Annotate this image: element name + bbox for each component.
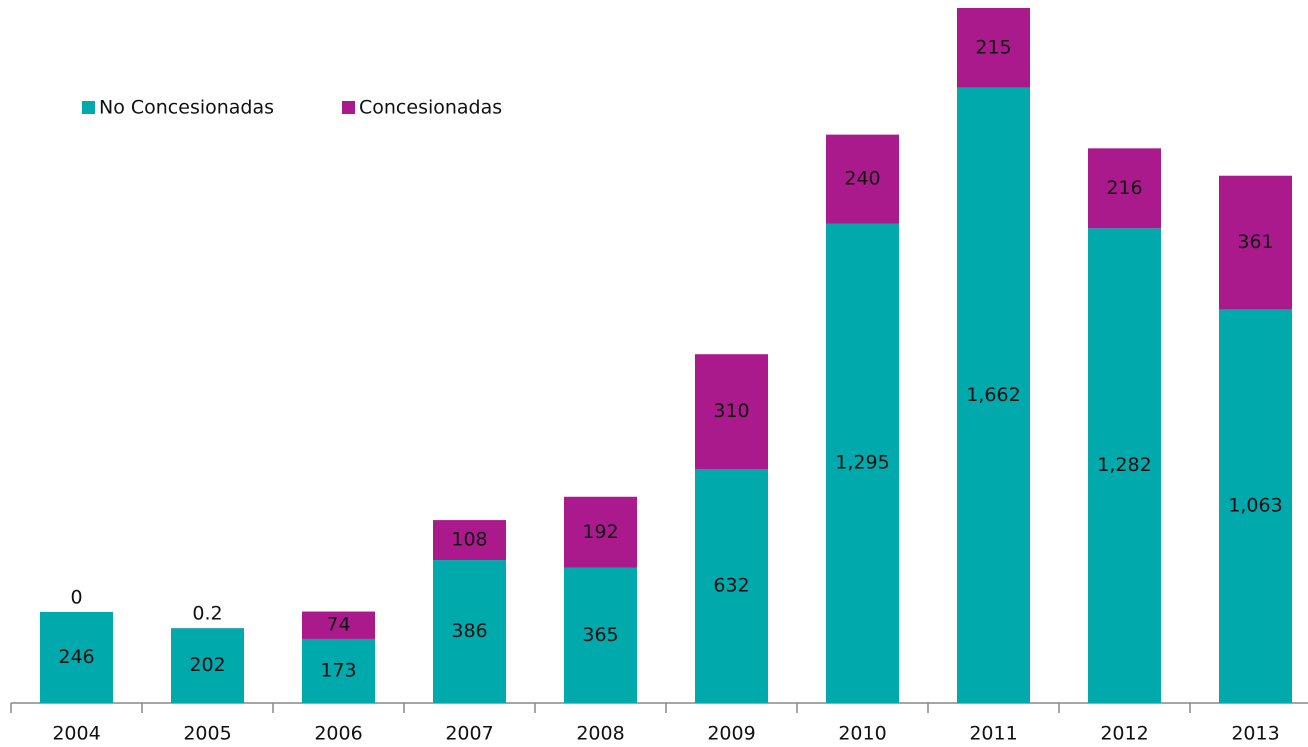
bar-segment — [957, 8, 1030, 88]
legend-label: Concesionadas — [359, 97, 502, 119]
x-tick-label: 2011 — [969, 723, 1017, 745]
data-label: 1,063 — [1228, 495, 1282, 517]
data-label: 108 — [451, 529, 487, 551]
data-label: 202 — [189, 654, 225, 676]
x-tick-label: 2004 — [52, 723, 100, 745]
bar-segment — [302, 611, 375, 639]
data-label: 74 — [326, 614, 350, 636]
x-tick-label: 2009 — [707, 723, 755, 745]
legend-label: No Concesionadas — [99, 97, 274, 119]
legend-swatch — [342, 101, 355, 114]
data-label: 246 — [58, 646, 94, 668]
data-label: 632 — [713, 574, 749, 596]
data-label: 173 — [320, 659, 356, 681]
bar-segment — [564, 496, 637, 568]
data-label: 215 — [975, 36, 1011, 58]
x-tick-label: 2013 — [1231, 723, 1279, 745]
bar-segment — [695, 354, 768, 469]
data-label: 1,662 — [966, 384, 1020, 406]
data-label: 310 — [713, 400, 749, 422]
bar-segment — [957, 87, 1030, 704]
bar-segment — [40, 611, 113, 703]
data-label: 216 — [1106, 177, 1142, 199]
bar-segment — [1219, 175, 1292, 310]
legend-swatch — [82, 101, 95, 114]
data-label: 1,295 — [835, 452, 889, 474]
x-tick-label: 2012 — [1100, 723, 1148, 745]
bar-segment — [171, 628, 244, 703]
x-tick-label: 2010 — [838, 723, 886, 745]
bar-segment — [433, 520, 506, 561]
data-label: 192 — [582, 521, 618, 543]
bar-segment — [1088, 148, 1161, 229]
bar-segment — [695, 468, 768, 703]
bar-segment — [1219, 309, 1292, 703]
data-label: 361 — [1237, 231, 1273, 253]
data-label: 0 — [70, 586, 82, 608]
bar-segment — [1088, 228, 1161, 704]
bar-segment — [433, 560, 506, 703]
data-label: 365 — [582, 624, 618, 646]
bar-segment — [302, 638, 375, 703]
x-tick-label: 2005 — [183, 723, 231, 745]
data-label: 240 — [844, 168, 880, 190]
x-tick-label: 2008 — [576, 723, 624, 745]
bar-segment — [564, 567, 637, 703]
data-label: 0.2 — [192, 603, 222, 625]
data-label: 1,282 — [1097, 454, 1151, 476]
data-label: 386 — [451, 620, 487, 642]
x-tick-label: 2006 — [314, 723, 362, 745]
bar-segment — [826, 134, 899, 224]
x-tick-label: 2007 — [445, 723, 493, 745]
bar-segment — [826, 223, 899, 703]
